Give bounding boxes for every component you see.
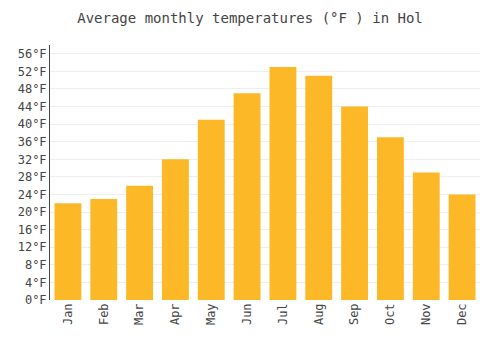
svg-text:8°F: 8°F — [25, 258, 47, 272]
svg-text:56°F: 56°F — [18, 47, 47, 61]
svg-text:20°F: 20°F — [18, 205, 47, 219]
svg-text:52°F: 52°F — [18, 65, 47, 79]
svg-text:Feb: Feb — [97, 303, 111, 325]
svg-text:48°F: 48°F — [18, 82, 47, 96]
svg-text:32°F: 32°F — [18, 153, 47, 167]
svg-text:4°F: 4°F — [25, 276, 47, 290]
svg-text:40°F: 40°F — [18, 117, 47, 131]
svg-text:Apr: Apr — [168, 303, 182, 325]
svg-text:Mar: Mar — [132, 303, 146, 325]
svg-text:Aug: Aug — [312, 303, 326, 325]
svg-text:0°F: 0°F — [25, 293, 47, 307]
svg-text:44°F: 44°F — [18, 100, 47, 114]
svg-text:Dec: Dec — [455, 303, 469, 325]
svg-text:Nov: Nov — [419, 303, 433, 325]
svg-text:Jun: Jun — [240, 303, 254, 325]
svg-text:36°F: 36°F — [18, 135, 47, 149]
svg-text:24°F: 24°F — [18, 188, 47, 202]
svg-text:Oct: Oct — [383, 303, 397, 325]
svg-text:Average monthly temperatures (: Average monthly temperatures (°F ) in Ho… — [77, 10, 423, 26]
svg-text:May: May — [204, 303, 218, 325]
svg-text:12°F: 12°F — [18, 240, 47, 254]
svg-text:16°F: 16°F — [18, 223, 47, 237]
svg-text:Sep: Sep — [347, 303, 361, 325]
svg-text:28°F: 28°F — [18, 170, 47, 184]
svg-text:Jan: Jan — [61, 303, 75, 325]
svg-text:Jul: Jul — [276, 303, 290, 325]
